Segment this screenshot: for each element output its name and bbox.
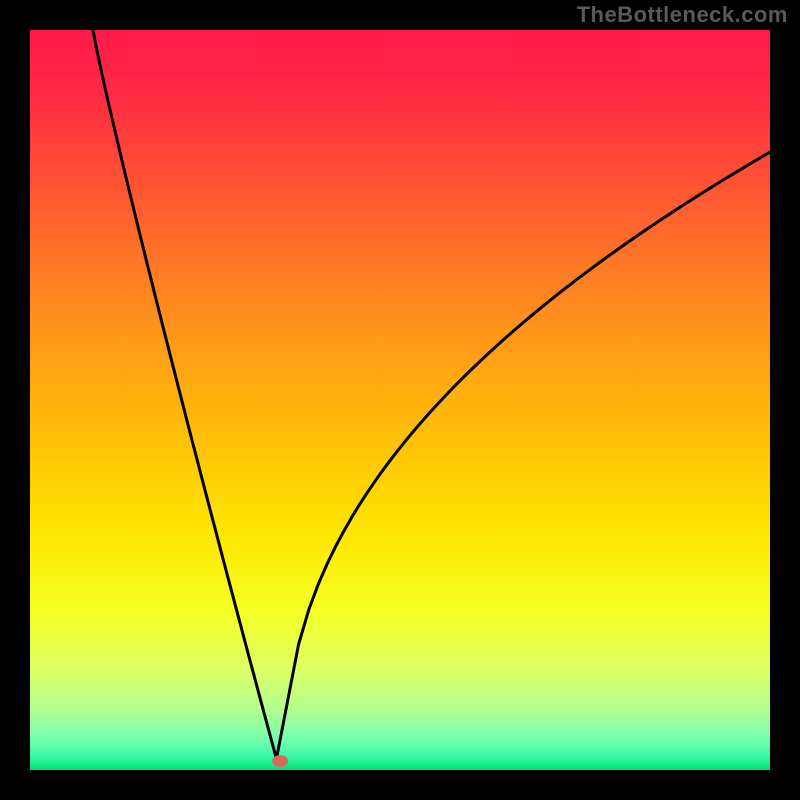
watermark-text: TheBottleneck.com <box>577 2 788 28</box>
chart-container: TheBottleneck.com <box>0 0 800 800</box>
valley-marker <box>272 755 288 767</box>
plot-area <box>30 30 770 770</box>
curve-path <box>93 30 770 759</box>
bottleneck-curve <box>30 30 770 770</box>
